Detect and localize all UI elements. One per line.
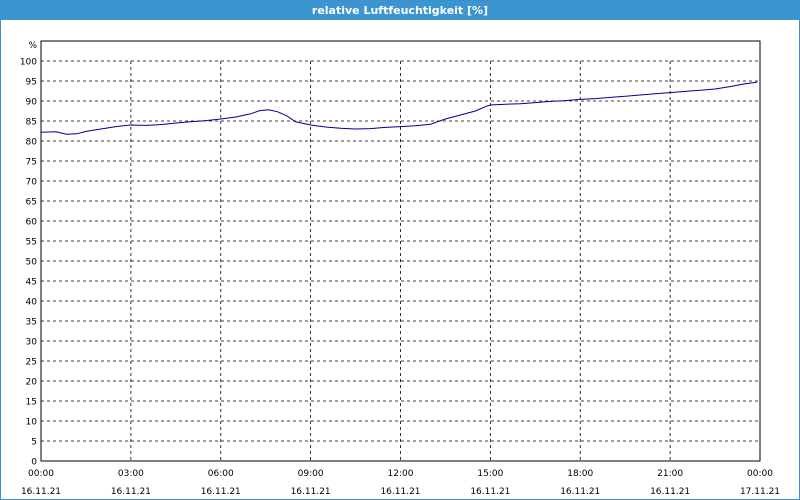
humidity-chart: % 0 5 10 15 20 25 30 35 40 45 50 55 60 65 70 75 80 85 90 95…	[20, 40, 780, 497]
y-tick-label: 45	[26, 278, 37, 288]
y-tick-label: 50	[26, 258, 38, 268]
y-tick-label: 95	[26, 78, 37, 88]
y-tick-label: 25	[26, 358, 37, 368]
humidity-series-line	[40, 81, 758, 135]
x-tick-time-label: 15:00	[477, 469, 503, 479]
y-tick-label: 60	[26, 218, 38, 228]
x-tick-time-label: 21:00	[657, 469, 683, 479]
x-tick-labels: 00:00 16.11.21 03:00 16.11.21 06:00 16.11.21 0…	[21, 469, 780, 497]
x-tick-date-label: 16.11.21	[291, 487, 331, 497]
y-tick-label: 15	[26, 398, 37, 408]
y-tick-label: 20	[26, 378, 38, 388]
grid-lines	[41, 60, 760, 461]
y-tick-label: 0	[31, 458, 37, 468]
y-tick-label: 65	[26, 198, 37, 208]
x-tick-date-label: 16.11.21	[470, 487, 510, 497]
x-tick-date-label: 16.11.21	[21, 487, 61, 497]
y-tick-label: 40	[26, 298, 38, 308]
x-tick-time-label: 12:00	[388, 469, 414, 479]
y-tick-label: 80	[26, 138, 38, 148]
y-axis-unit-label: %	[28, 41, 37, 51]
x-tick-date-label: 17.11.21	[740, 487, 780, 497]
y-tick-label: 35	[26, 318, 37, 328]
x-tick-time-label: 06:00	[208, 469, 234, 479]
x-tick-time-label: 09:00	[298, 469, 324, 479]
x-tick-date-label: 16.11.21	[111, 487, 151, 497]
x-tick-time-label: 00:00	[747, 469, 773, 479]
x-tick-date-label: 16.11.21	[650, 487, 690, 497]
y-tick-label: 75	[26, 158, 37, 168]
x-tick-time-label: 03:00	[118, 469, 144, 479]
y-tick-label: 5	[31, 438, 37, 448]
plot-frame	[40, 40, 761, 462]
x-tick-date-label: 16.11.21	[380, 487, 420, 497]
y-tick-label: 30	[26, 338, 38, 348]
y-tick-label: 90	[26, 98, 38, 108]
window-title: relative Luftfeuchtigkeit [%]	[1, 1, 799, 20]
y-tick-label: 55	[26, 238, 37, 248]
x-tick-time-label: 18:00	[567, 469, 593, 479]
y-tick-label: 70	[26, 178, 38, 188]
x-tick-time-label: 00:00	[28, 469, 54, 479]
series-group	[40, 81, 758, 135]
y-tick-label: 10	[26, 418, 38, 428]
x-tick-date-label: 16.11.21	[560, 487, 600, 497]
y-tick-labels: 0 5 10 15 20 25 30 35 40 45 50 55 60 65 70 75 80 85 90 95 10…	[20, 58, 37, 468]
x-tick-date-label: 16.11.21	[201, 487, 241, 497]
y-tick-label: 85	[26, 118, 37, 128]
y-tick-label: 100	[20, 58, 37, 68]
